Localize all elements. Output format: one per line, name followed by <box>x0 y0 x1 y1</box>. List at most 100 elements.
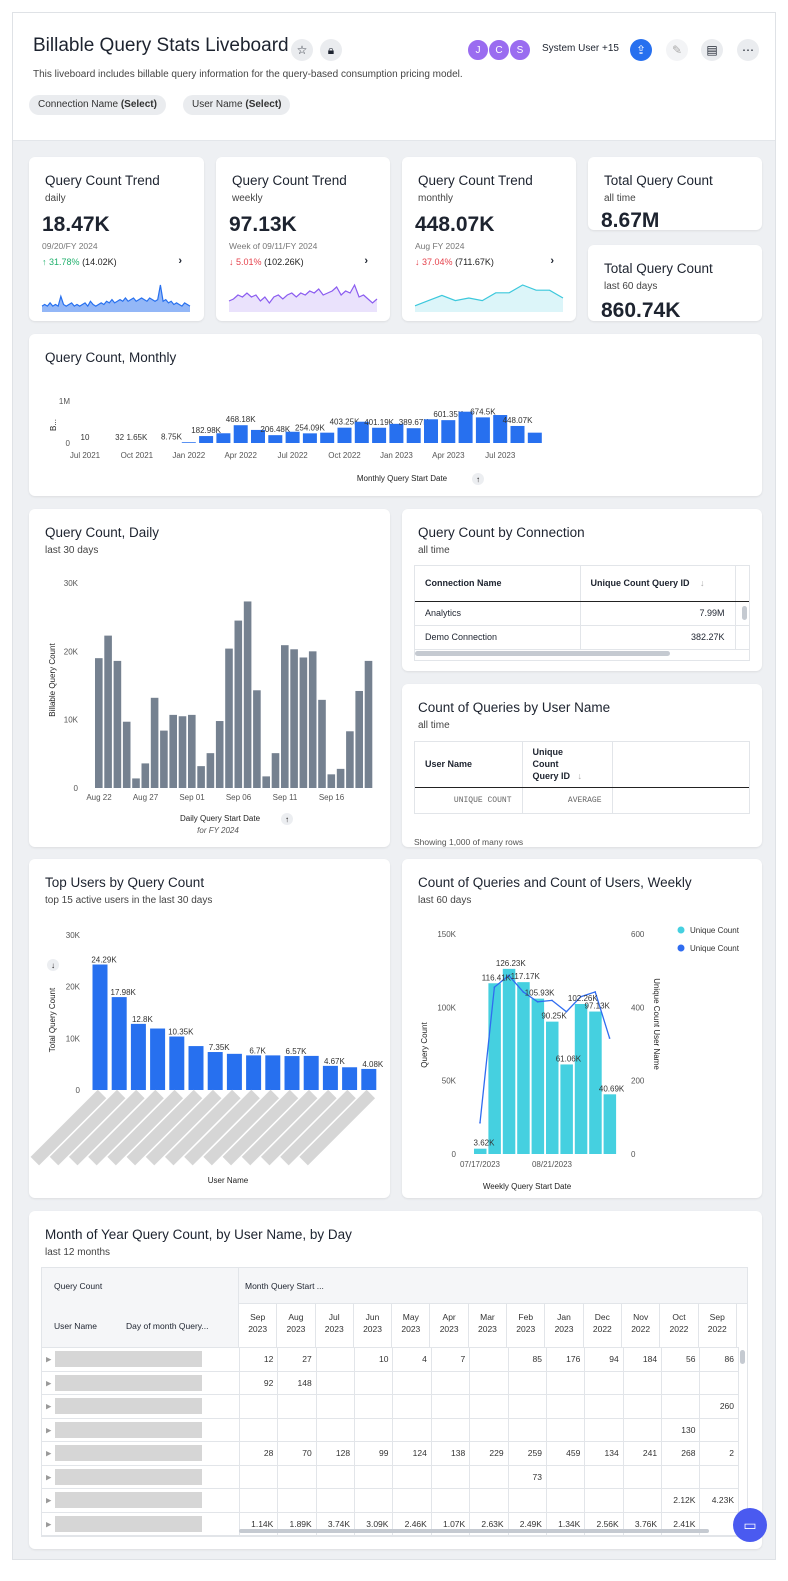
weekly-chart-card[interactable]: Count of Queries and Count of Users, Wee… <box>402 859 762 1198</box>
month-column-header[interactable]: Nov 2022 <box>622 1304 661 1347</box>
expand-icon[interactable]: ▶ <box>46 1380 52 1387</box>
month-column-header[interactable]: Dec 2022 <box>584 1304 622 1347</box>
expand-icon[interactable]: ▶ <box>46 1403 52 1411</box>
pivot-row[interactable]: ▶ 2.12K 4.23K <box>42 1488 739 1513</box>
pivot-cell: 4 <box>392 1347 432 1372</box>
pivot-cell <box>622 1488 663 1513</box>
users-label[interactable]: System User +15 <box>542 43 619 54</box>
pivot-cell: 184 <box>622 1347 663 1372</box>
avatar[interactable]: S <box>509 39 531 61</box>
pivot-row[interactable]: ▶ 73 <box>42 1464 739 1489</box>
column-header[interactable]: Connection Name <box>415 566 581 602</box>
comment-icon[interactable]: ▤ <box>701 39 723 61</box>
lock-icon[interactable]: 🔒︎ <box>320 39 342 61</box>
user-name-redacted <box>55 1351 203 1368</box>
daily-chart-card[interactable]: Query Count, Daily last 30 days <box>29 509 390 847</box>
kpi-card-weekly[interactable]: Query Count Trend weekly 97.13K Week of … <box>216 157 390 321</box>
table-row[interactable]: Analytics 7.99M <box>415 601 749 626</box>
filter-connection-name[interactable]: Connection Name (Select) <box>29 95 166 115</box>
column-header[interactable]: Unique Count Query ID ↓ <box>522 742 613 788</box>
expand-icon[interactable]: ▶ <box>46 1497 52 1505</box>
sparkline-area <box>229 285 377 312</box>
month-column-header[interactable]: Jan 2023 <box>545 1304 584 1347</box>
pivot-row[interactable]: ▶ 130 <box>42 1417 739 1442</box>
vertical-scrollbar[interactable] <box>740 1350 745 1364</box>
pivot-cell <box>238 1394 279 1419</box>
pivot-row[interactable]: ▶ 92 148 <box>42 1370 739 1395</box>
pivot-cell: 7 <box>430 1347 471 1372</box>
pivot-cell <box>354 1464 394 1489</box>
expand-icon[interactable]: ▶ <box>46 1427 52 1434</box>
pivot-row-field[interactable]: Day of month Query... <box>126 1321 209 1331</box>
column-header[interactable]: User Name <box>415 742 523 788</box>
month-column-header[interactable]: Apr 2023 <box>431 1304 469 1347</box>
pivot-cell: 124 <box>392 1441 432 1466</box>
edit-icon[interactable]: ✎ <box>666 39 688 61</box>
sort-down-icon[interactable]: ↓ <box>577 771 583 782</box>
filter-user-name[interactable]: User Name (Select) <box>183 95 291 115</box>
pivot-row[interactable]: ▶ 28 70 128 99 124 138 229 259 459 134 241 268 2 <box>42 1441 739 1466</box>
horizontal-scrollbar[interactable] <box>415 651 670 656</box>
more-icon[interactable]: ⋯ <box>737 39 759 61</box>
column-header-label: Unique Count Query ID <box>590 578 690 589</box>
pivot-row[interactable]: ▶ 260 <box>42 1394 739 1419</box>
pivot-table-card[interactable]: Month of Year Query Count, by User Name,… <box>29 1211 762 1549</box>
top-users-chart-card[interactable]: Top Users by Query Count top 15 active u… <box>29 859 390 1198</box>
pivot-cell: 4.23K <box>699 1488 739 1513</box>
pivot-row-field[interactable]: User Name <box>54 1321 97 1331</box>
kpi-title: Query Count Trend <box>418 173 533 188</box>
liveboard-description: This liveboard includes billable query i… <box>33 69 463 80</box>
sort-down-icon[interactable]: ↓ <box>700 578 705 589</box>
expand-icon[interactable]: ▶ <box>46 1521 52 1528</box>
sparkline-line <box>41 284 191 308</box>
month-column-header[interactable]: Sep 2023 <box>239 1304 278 1347</box>
month-column-header[interactable]: Aug 2023 <box>277 1304 316 1347</box>
filter-value: (Select) <box>245 99 282 110</box>
month-column-header[interactable]: Jul 2023 <box>316 1304 354 1347</box>
kpi-subtitle: daily <box>45 193 66 204</box>
share-icon[interactable]: ⇪ <box>630 39 652 61</box>
kpi-card-daily[interactable]: Query Count Trend daily 18.47K 09/20/FY … <box>29 157 204 321</box>
vertical-scrollbar[interactable] <box>742 606 747 620</box>
expand-icon[interactable]: ▶ <box>46 1474 52 1481</box>
star-icon[interactable]: ☆ <box>291 39 313 61</box>
kpi-prev: (14.02K) <box>82 257 117 267</box>
kpi-value: 860.74K <box>601 299 681 321</box>
pivot-row[interactable]: ▶ 12 27 10 4 7 85 176 94 184 56 86 <box>42 1347 739 1372</box>
month-column-header[interactable]: Feb 2023 <box>507 1304 546 1347</box>
chevron-right-icon[interactable]: › <box>178 255 182 267</box>
month-column-header[interactable]: Oct 2022 <box>660 1304 699 1347</box>
pivot-cell: 128 <box>315 1441 356 1466</box>
kpi-card-total-60-days[interactable]: Total Query Count last 60 days 860.74K <box>588 245 762 321</box>
chevron-right-icon[interactable]: › <box>550 255 554 267</box>
kpi-change: ↓ 5.01% (102.26K) <box>229 257 304 267</box>
pivot-column-field[interactable]: Month Query Start ... <box>245 1281 324 1291</box>
month-column-header[interactable]: May 2023 <box>392 1304 431 1347</box>
connection-table-card[interactable]: Query Count by Connection all time Conne… <box>402 509 762 671</box>
horizontal-scrollbar[interactable] <box>239 1529 709 1533</box>
table-row[interactable]: Demo Connection 382.27K <box>415 625 749 650</box>
user-table-card[interactable]: Count of Queries by User Name all time U… <box>402 684 762 847</box>
pivot-cell <box>238 1417 279 1442</box>
sparkline-line <box>414 284 564 307</box>
expand-icon[interactable]: ▶ <box>46 1356 52 1364</box>
pivot-cell <box>430 1394 471 1419</box>
kpi-card-total-all-time[interactable]: Total Query Count all time 8.67M <box>588 157 762 230</box>
avatar[interactable]: C <box>488 39 510 61</box>
column-header[interactable]: Unique Count Query ID ↓ <box>580 566 736 602</box>
chevron-right-icon[interactable]: › <box>364 255 368 267</box>
monthly-chart-card[interactable]: Query Count, Monthly <box>29 334 762 496</box>
cell: 7.99M <box>580 601 736 626</box>
pivot-cell <box>622 1464 663 1489</box>
pivot-cell <box>469 1370 509 1395</box>
expand-icon[interactable]: ▶ <box>46 1450 52 1458</box>
pivot-cell: 85 <box>507 1347 547 1372</box>
month-column-header[interactable]: Sep 2022 <box>699 1304 737 1347</box>
chat-support-icon[interactable]: ▭ <box>733 1508 767 1542</box>
month-column-header[interactable]: Jun 2023 <box>354 1304 393 1347</box>
pivot-cell <box>584 1370 624 1395</box>
pivot-cell: 10 <box>354 1347 394 1372</box>
avatar[interactable]: J <box>467 39 489 61</box>
kpi-card-monthly[interactable]: Query Count Trend monthly 448.07K Aug FY… <box>402 157 576 321</box>
month-column-header[interactable]: Mar 2023 <box>469 1304 508 1347</box>
